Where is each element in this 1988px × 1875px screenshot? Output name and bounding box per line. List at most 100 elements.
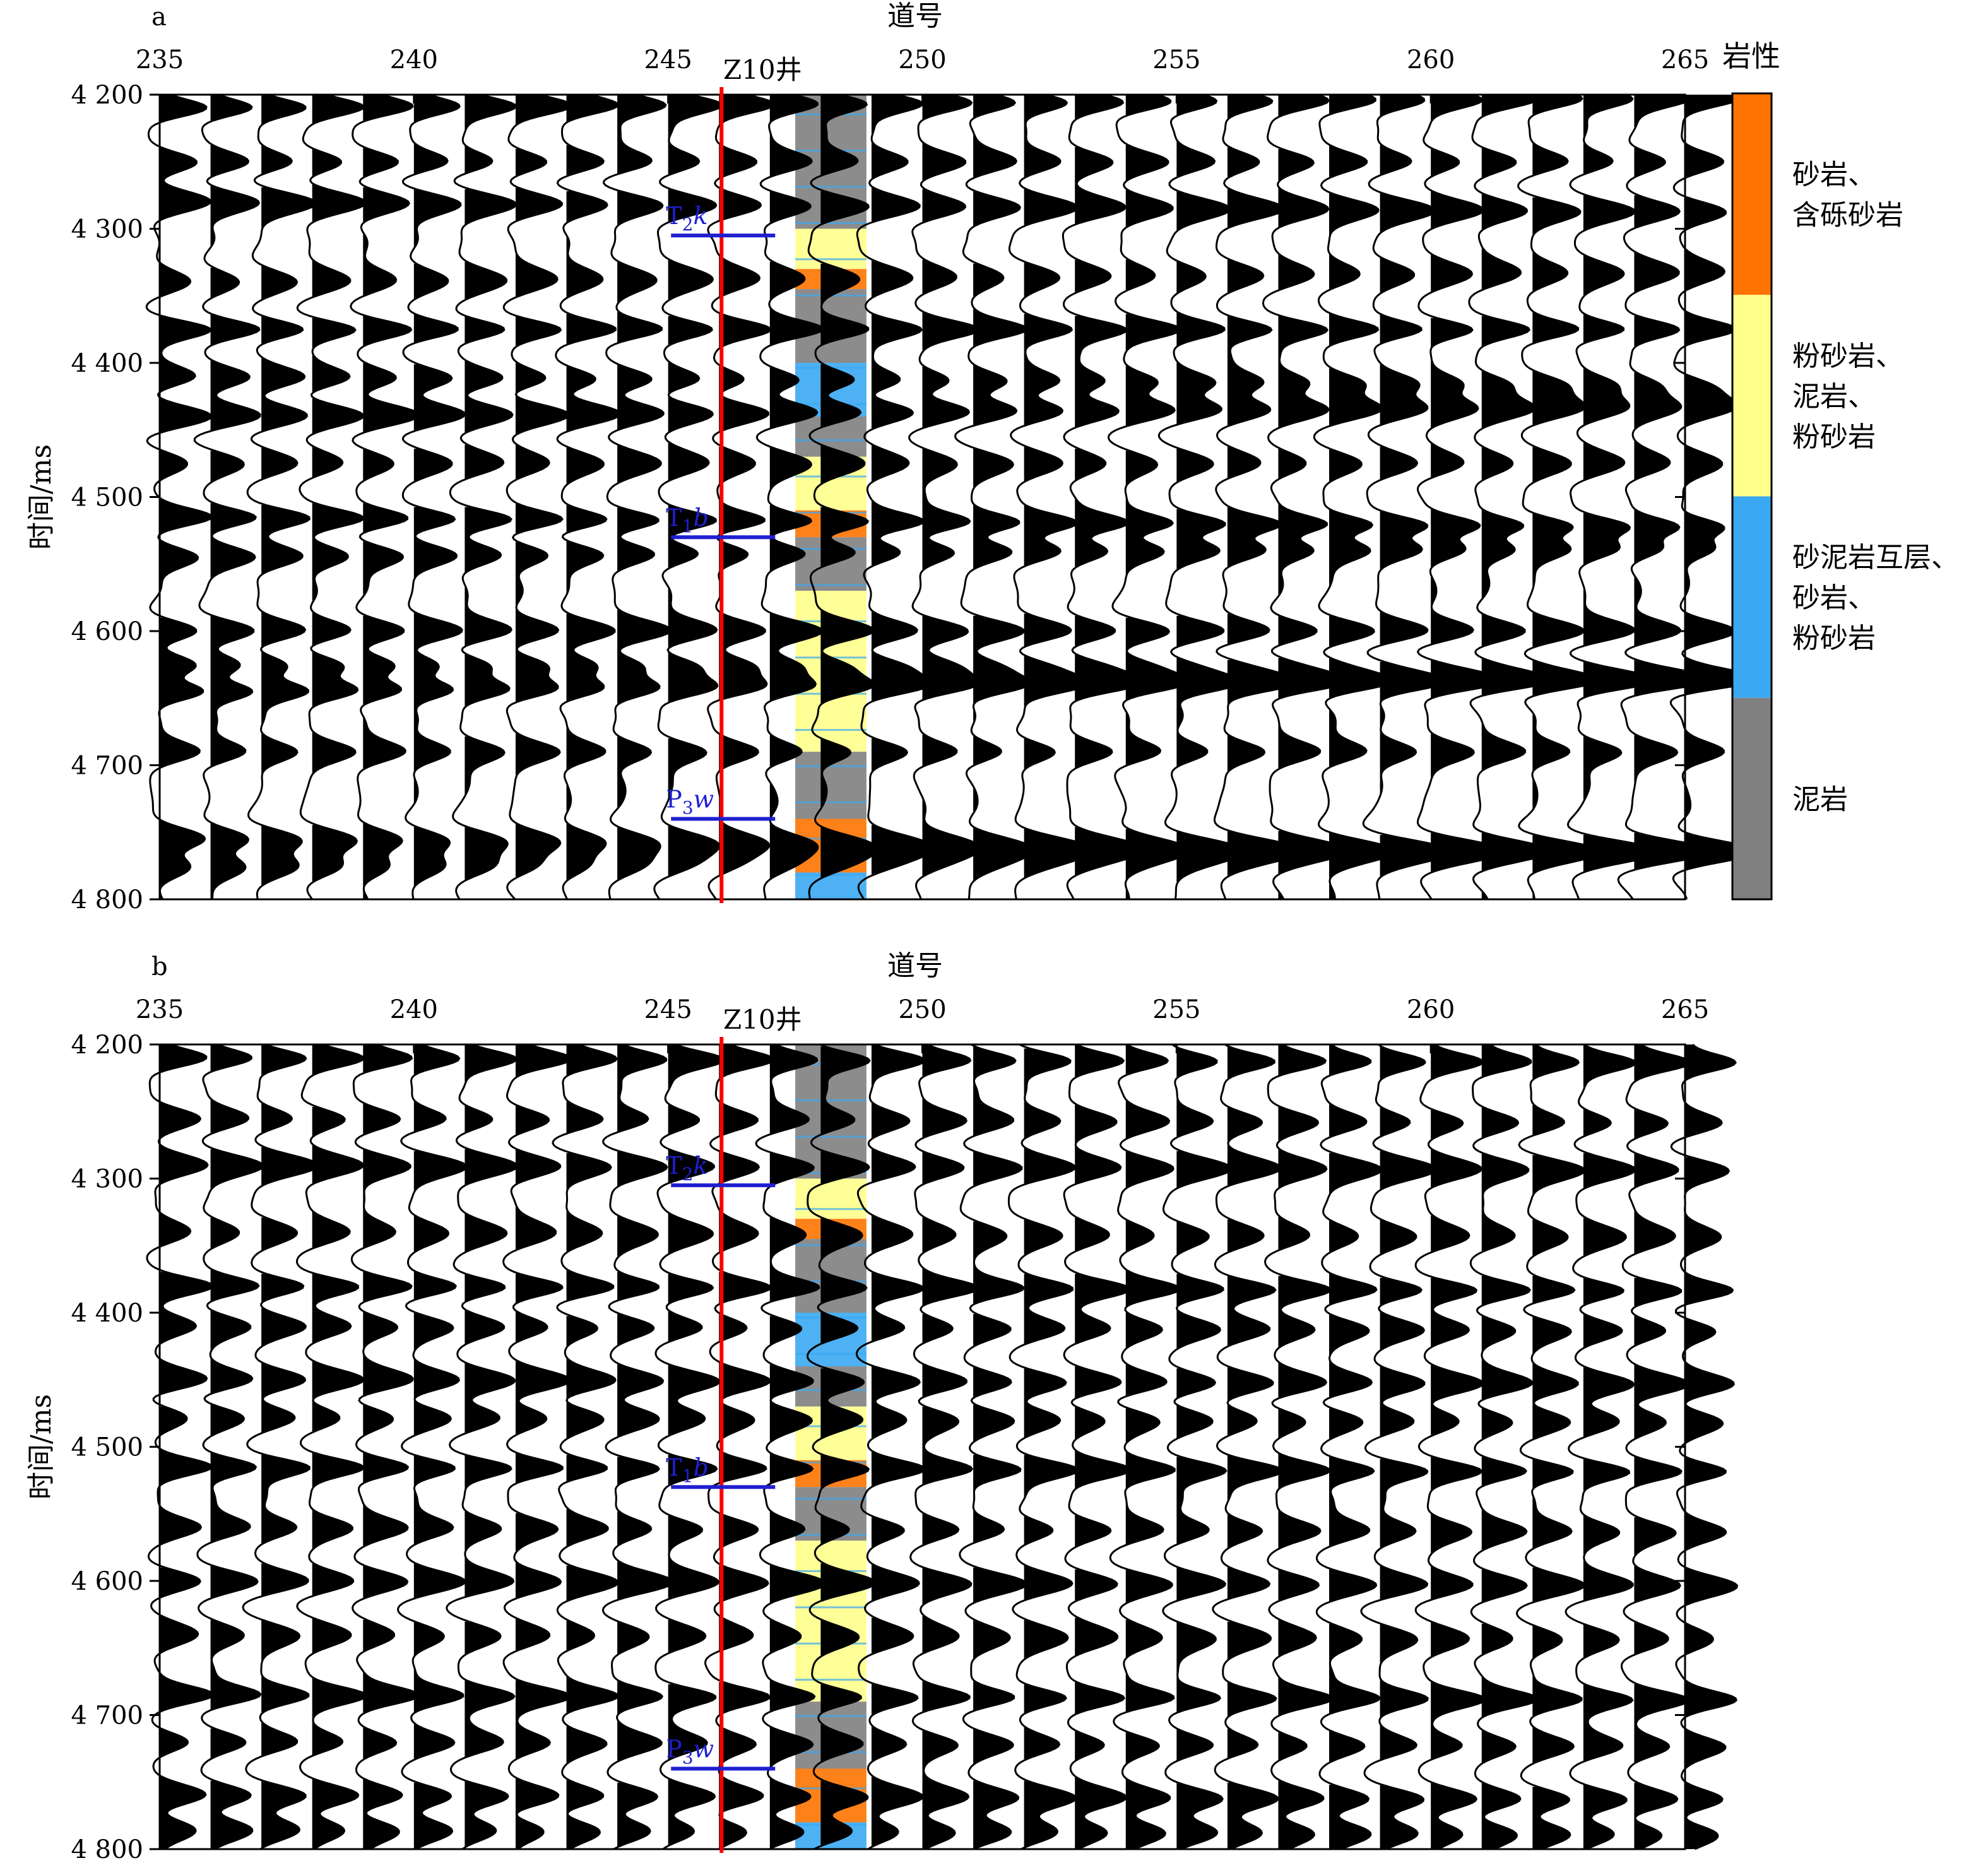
trace-fill [413, 95, 465, 890]
x-tick-label: 250 [898, 995, 946, 1024]
trace-fill [719, 1044, 774, 1849]
x-tick-label: 265 [1661, 45, 1709, 74]
trace-wiggle [555, 93, 622, 900]
legend-entry-text: 粉砂岩、 [1792, 340, 1903, 372]
y-tick-label: 4 500 [71, 483, 143, 512]
y-tick-label: 4 800 [71, 1835, 143, 1864]
horizon-label-italic: k [693, 202, 707, 230]
trace-fill [515, 1044, 572, 1849]
legend-swatch [1732, 93, 1772, 295]
trace-fill [1278, 1044, 1333, 1849]
legend-swatch [1732, 295, 1772, 497]
trace-wiggle [856, 93, 935, 900]
x-tick-label: 240 [390, 45, 438, 74]
trace-wiggle [552, 1043, 620, 1850]
trace-fill [1075, 1044, 1131, 1849]
x-tick-label: 255 [1152, 45, 1200, 74]
y-tick-label: 4 800 [71, 885, 143, 914]
lithology-stripe [795, 1208, 867, 1210]
legend-title: 岩性 [1722, 39, 1780, 73]
horizon-label-sub: 3 [682, 1748, 694, 1768]
trace-fill [1024, 1048, 1079, 1849]
horizon-label-sub: 2 [682, 1164, 694, 1185]
legend-entry-text: 砂岩、 [1792, 582, 1876, 614]
trace-fill [261, 95, 316, 887]
trace-fill [160, 1044, 214, 1849]
trace-fill [769, 1044, 825, 1849]
trace-fill [413, 1044, 467, 1849]
x-tick-label: 255 [1152, 995, 1200, 1024]
trace-wiggle [350, 93, 420, 900]
legend-entry-text: 粉砂岩 [1792, 421, 1876, 453]
lithology-stripe [795, 222, 867, 224]
well-label: Z10井 [723, 1004, 802, 1035]
lithology-stripe [795, 1498, 867, 1500]
y-tick-label: 4 600 [71, 1567, 143, 1596]
lithology-stripe [795, 765, 867, 767]
horizon-label-base: T [666, 1453, 682, 1481]
legend-entry-text: 泥岩、 [1792, 381, 1876, 413]
y-tick-label: 4 700 [71, 752, 143, 781]
lithology-stripe [795, 729, 867, 731]
trace-fill [363, 95, 419, 899]
trace-fill [1481, 95, 1552, 899]
x-tick-label: 245 [644, 995, 692, 1024]
horizon-label-base: T [666, 504, 682, 531]
trace-fill [871, 95, 933, 877]
trace-wiggle [193, 93, 261, 900]
y-axis-title: 时间/ms [25, 1394, 57, 1499]
horizon-label-italic: b [693, 1453, 708, 1481]
lithology-stripe [795, 1679, 867, 1681]
horizon-label: T1b [666, 1453, 709, 1486]
lithology-stripe [795, 584, 867, 586]
trace-wiggle [1313, 93, 1397, 900]
horizon-label-base: P [666, 1736, 682, 1763]
horizon-label-base: T [666, 202, 682, 230]
trace-fill [1685, 1044, 1737, 1849]
lithology-stripe [795, 186, 867, 188]
trace-fill [1329, 95, 1395, 899]
legend-frame [1731, 92, 1773, 901]
legend-entry-text: 粉砂岩 [1792, 622, 1876, 654]
trace-fill [160, 95, 212, 899]
trace-fill [922, 1044, 979, 1849]
legend-entry-text: 含砾砂岩 [1792, 199, 1903, 232]
trace-wiggle [1315, 1043, 1383, 1850]
x-tick-label: 260 [1407, 995, 1455, 1024]
trace-fill [1431, 1044, 1486, 1849]
trace-fill [973, 1046, 1027, 1849]
trace-fill [464, 95, 516, 882]
panel-label: a [151, 3, 167, 32]
x-tick-label: 245 [644, 45, 692, 74]
x-tick-label: 250 [898, 45, 946, 74]
trace-fill [769, 95, 823, 882]
horizon-label-sub: 2 [682, 214, 694, 235]
horizon-label-sub: 1 [682, 1465, 694, 1486]
trace-fill [1227, 1046, 1283, 1849]
trace-fill [668, 95, 723, 877]
trace-wiggle [707, 93, 776, 900]
legend-entry-text: 砂泥岩互层、 [1792, 541, 1959, 574]
trace-fill [566, 1044, 618, 1849]
horizon-label: P3w [666, 786, 714, 819]
y-tick-label: 4 200 [71, 81, 143, 110]
trace-fill [1532, 1044, 1585, 1849]
trace-wiggle [959, 1043, 1028, 1850]
lithology-stripe [795, 801, 867, 803]
y-tick-label: 4 300 [71, 215, 143, 244]
lithology-stripe [795, 439, 867, 442]
y-tick-label: 4 300 [71, 1165, 143, 1194]
trace-fill [1176, 1048, 1232, 1849]
trace-fill [820, 1046, 875, 1847]
trace-fill [1329, 1044, 1382, 1849]
trace-wiggle [1062, 93, 1145, 900]
trace-fill [668, 1044, 724, 1847]
legend-entry-text: 砂岩、 [1792, 159, 1876, 191]
horizon-label-italic: k [693, 1152, 707, 1180]
trace-fill [820, 95, 877, 880]
lithology-segment [795, 872, 867, 899]
well-label: Z10井 [723, 54, 802, 85]
x-tick-label: 235 [136, 995, 184, 1024]
